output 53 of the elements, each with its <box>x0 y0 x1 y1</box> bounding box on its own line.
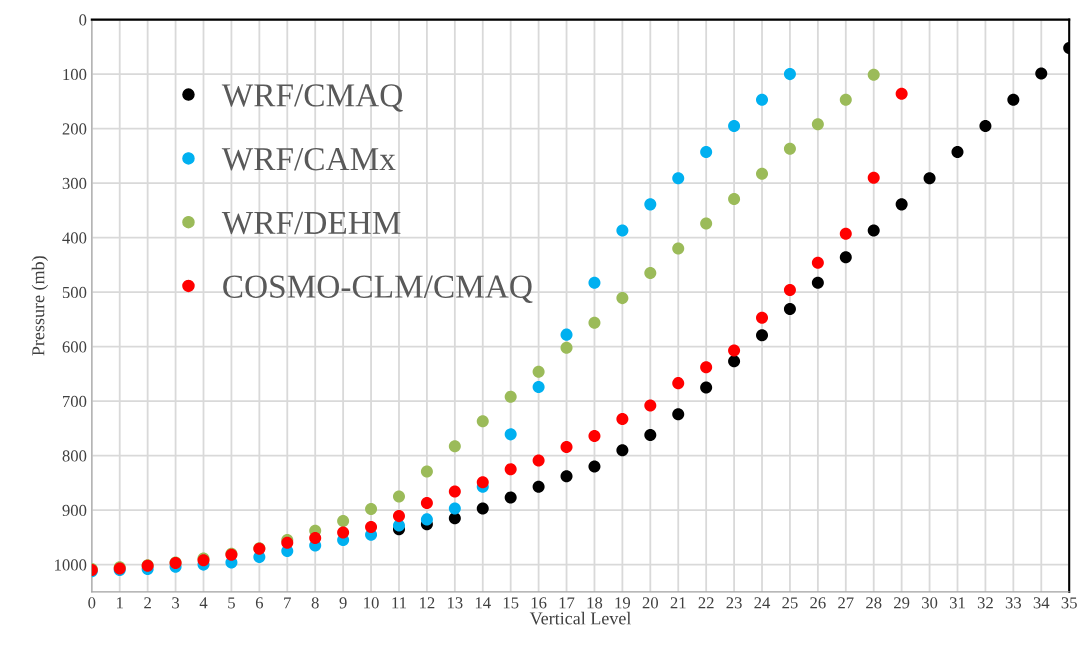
x-tick-label: 6 <box>255 597 264 609</box>
x-tick-label: 30 <box>922 597 938 609</box>
x-tick-label: 32 <box>977 597 993 609</box>
x-tick-label: 24 <box>754 597 771 609</box>
x-tick-label: 31 <box>949 597 965 609</box>
y-tick-label: 200 <box>62 123 87 135</box>
x-tick-label: 8 <box>311 597 319 609</box>
x-tick-label: 4 <box>199 597 208 609</box>
y-axis-title: Pressure (mb) <box>31 256 49 356</box>
x-tick-label: 7 <box>284 597 291 609</box>
y-tick-label: 800 <box>62 450 87 462</box>
x-tick-label: 14 <box>475 597 491 609</box>
x-tick-label: 34 <box>1033 597 1050 609</box>
y-tick-label: 400 <box>62 232 87 244</box>
x-tick-label: 28 <box>866 597 882 609</box>
y-tick-label: 600 <box>62 341 87 353</box>
x-tick-label: 10 <box>364 597 379 609</box>
x-tick-label: 33 <box>1005 597 1022 609</box>
legend-label: COSMO-CLM/CMAQ <box>223 275 533 303</box>
x-tick-label: 2 <box>144 597 151 609</box>
y-tick-label: 900 <box>62 504 87 517</box>
x-tick-label: 12 <box>420 597 435 609</box>
x-tick-label: 35 <box>1061 597 1077 609</box>
y-tick-label: 0 <box>79 14 87 26</box>
x-tick-label: 19 <box>615 597 631 609</box>
x-tick-label: 11 <box>392 597 406 609</box>
y-tick-label: 1000 <box>55 559 87 571</box>
x-axis-title: Vertical Level <box>529 611 632 625</box>
x-tick-label: 5 <box>228 597 235 609</box>
x-tick-label: 20 <box>642 597 659 609</box>
y-tick-label: 700 <box>63 395 87 408</box>
x-tick-label: 21 <box>670 597 686 609</box>
x-tick-label: 25 <box>782 597 798 609</box>
x-tick-label: 17 <box>559 597 575 609</box>
x-tick-label: 16 <box>531 597 547 609</box>
x-tick-label: 23 <box>726 597 742 609</box>
x-tick-label: 3 <box>172 597 180 609</box>
x-tick-label: 29 <box>894 597 910 609</box>
legend-label: WRF/CAMx <box>221 147 396 171</box>
legend-label: WRF/CMAQ <box>221 84 403 112</box>
x-tick-label: 22 <box>698 597 714 609</box>
y-tick-label: 300 <box>62 177 87 190</box>
x-tick-label: 27 <box>838 597 854 609</box>
x-tick-label: 13 <box>447 597 463 609</box>
x-tick-label: 26 <box>810 597 826 609</box>
y-tick-label: 500 <box>62 286 87 299</box>
x-tick-label: 1 <box>117 597 123 609</box>
x-tick-label: 15 <box>503 597 519 609</box>
x-tick-label: 18 <box>587 597 603 609</box>
legend-label: WRF/DEHM <box>221 211 401 235</box>
x-tick-label: 9 <box>339 597 347 609</box>
x-tick-label: 0 <box>88 597 96 609</box>
y-tick-label: 100 <box>63 68 87 81</box>
